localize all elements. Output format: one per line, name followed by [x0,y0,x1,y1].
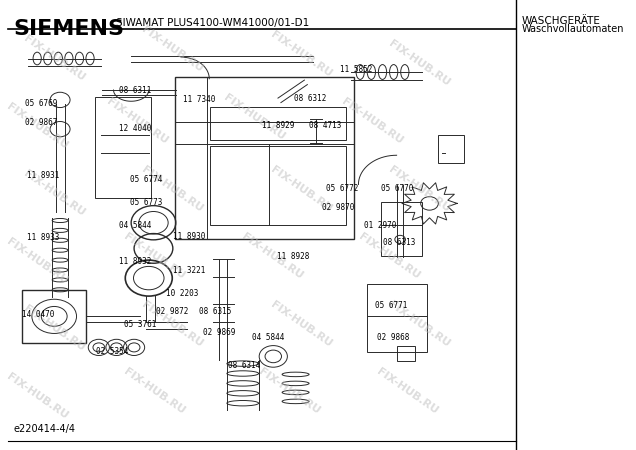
Bar [95,97,151,198]
Text: 04 5844: 04 5844 [252,333,284,342]
Text: 05 6771: 05 6771 [375,301,407,310]
Text: 02 9868: 02 9868 [377,333,409,342]
Text: 11 8929: 11 8929 [261,121,294,130]
Bar [397,346,415,361]
Bar [211,107,345,140]
Text: 02 9870: 02 9870 [322,203,354,212]
Text: 05 6772: 05 6772 [326,184,359,193]
Text: 11 3221: 11 3221 [174,266,206,275]
Text: 11 8928: 11 8928 [277,252,309,261]
Text: FIX-HUB.RU: FIX-HUB.RU [340,97,404,146]
Bar [22,290,86,343]
Text: 05 6773: 05 6773 [130,198,162,207]
Bar [381,202,422,256]
Text: FIX-HUB.RU: FIX-HUB.RU [387,299,452,349]
Text: 08 6313: 08 6313 [382,238,415,247]
Text: 08 6312: 08 6312 [294,94,327,103]
Bar [438,135,464,163]
Text: FIX-HUB.RU: FIX-HUB.RU [140,164,205,214]
Text: SIWAMAT PLUS4100-WM41000/01-D1: SIWAMAT PLUS4100-WM41000/01-D1 [116,18,310,28]
Text: FIX-HUB.RU: FIX-HUB.RU [122,232,187,281]
Text: FIX-HUB.RU: FIX-HUB.RU [375,367,439,416]
Text: FIX-HUB.RU: FIX-HUB.RU [387,38,452,88]
Text: 11 8932: 11 8932 [120,257,152,266]
Text: FIX-HUB.RU: FIX-HUB.RU [269,164,334,214]
Bar [211,146,345,225]
Text: 05 6769: 05 6769 [25,99,58,108]
Text: 14 0470: 14 0470 [22,310,55,319]
Text: FIX-HUB.RU: FIX-HUB.RU [269,29,334,79]
Text: FIX-HUB.RU: FIX-HUB.RU [4,371,69,421]
Text: FIX-HUB.RU: FIX-HUB.RU [222,92,287,142]
Text: FIX-HUB.RU: FIX-HUB.RU [269,299,334,349]
Text: 05 6774: 05 6774 [130,175,162,184]
Text: 11 8931: 11 8931 [27,171,60,180]
Text: FIX-HUB.RU: FIX-HUB.RU [240,232,305,281]
Text: 08 6315: 08 6315 [198,307,231,316]
Text: 02 9869: 02 9869 [203,328,235,337]
Text: 11 8933: 11 8933 [27,233,60,242]
Text: WASCHGERÄTE: WASCHGERÄTE [522,16,600,26]
Text: Waschvollautomaten: Waschvollautomaten [522,24,624,34]
Text: 02 5354: 02 5354 [96,347,128,356]
Text: FIX-HUB.RU: FIX-HUB.RU [22,34,87,83]
Text: 11 8930: 11 8930 [174,232,206,241]
Text: FIX-HUB.RU: FIX-HUB.RU [4,236,69,286]
Text: FIX-HUB.RU: FIX-HUB.RU [140,299,205,349]
Text: 08 4713: 08 4713 [308,121,341,130]
Text: FIX-HUB.RU: FIX-HUB.RU [140,25,205,74]
Text: 02 9867: 02 9867 [25,118,58,127]
Text: FIX-HUB.RU: FIX-HUB.RU [387,164,452,214]
Text: FIX-HUB.RU: FIX-HUB.RU [104,97,169,146]
Text: 01 2970: 01 2970 [364,220,397,230]
Text: 08 6314: 08 6314 [228,361,260,370]
Text: FIX-HUB.RU: FIX-HUB.RU [357,232,422,281]
Text: 12 4040: 12 4040 [120,124,152,133]
Text: 11 5852: 11 5852 [340,65,372,74]
Text: FIX-HUB.RU: FIX-HUB.RU [4,101,69,151]
Text: 02 9872: 02 9872 [156,307,188,316]
Text: FIX-HUB.RU: FIX-HUB.RU [22,304,87,353]
Text: SIEMENS: SIEMENS [14,19,125,39]
Text: e220414-4/4: e220414-4/4 [14,424,76,434]
Text: 05 3761: 05 3761 [124,320,156,329]
Text: 04 5844: 04 5844 [120,221,152,230]
Bar [367,284,427,352]
Bar [175,76,354,238]
Text: FIX-HUB.RU: FIX-HUB.RU [122,367,187,416]
Text: FIX-HUB.RU: FIX-HUB.RU [257,367,322,416]
Text: 08 6311: 08 6311 [120,86,152,95]
Text: 05 6770: 05 6770 [381,184,413,193]
Text: FIX-HUB.RU: FIX-HUB.RU [22,169,87,218]
Text: 11 7340: 11 7340 [183,95,215,104]
Text: 10 2203: 10 2203 [167,289,199,298]
